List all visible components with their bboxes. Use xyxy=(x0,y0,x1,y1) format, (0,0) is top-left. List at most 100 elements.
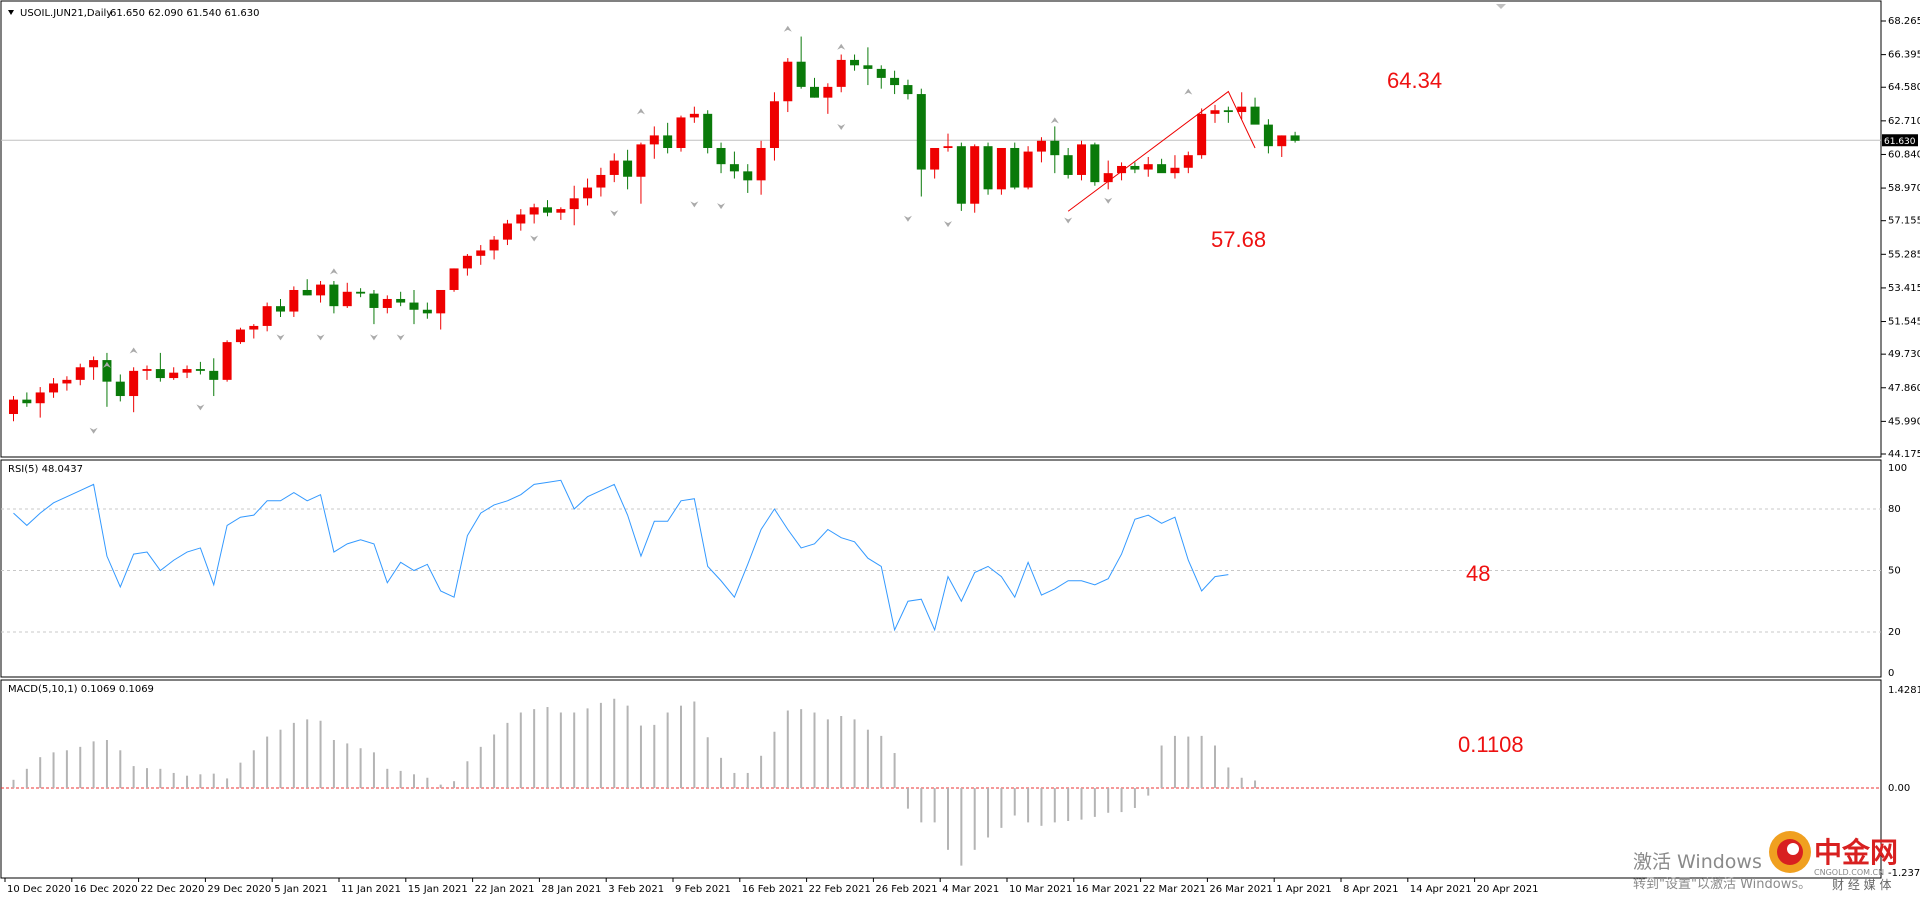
candle-body xyxy=(609,160,619,175)
rsi-label: RSI(5) 48.0437 xyxy=(8,464,83,475)
price-tick-label: 45.990 xyxy=(1888,416,1920,427)
candle-body xyxy=(422,309,432,314)
fractal-down-marker xyxy=(837,124,846,131)
fractal-down-marker xyxy=(530,235,539,242)
candle-body xyxy=(262,306,272,326)
candle-body xyxy=(1250,106,1260,125)
rsi-series: 100 80 50 20 0 xyxy=(1,463,1907,679)
candle xyxy=(382,295,392,314)
candle xyxy=(75,363,85,386)
x-tick-label: 20 Apr 2021 xyxy=(1477,884,1539,895)
price-tick-label: 44.175 xyxy=(1888,449,1920,460)
candle xyxy=(35,387,45,418)
candle-body xyxy=(1023,151,1033,188)
candle xyxy=(276,298,285,317)
swing-polyline xyxy=(1067,90,1256,212)
candle-body xyxy=(1223,110,1233,113)
x-tick-label: 29 Dec 2020 xyxy=(207,884,271,895)
candles xyxy=(9,36,1300,422)
candle xyxy=(769,92,779,161)
candle xyxy=(1090,142,1100,186)
candle-body xyxy=(249,325,259,330)
rsi-tick-label: 20 xyxy=(1888,627,1901,638)
candle xyxy=(583,178,593,206)
x-tick-label: 16 Feb 2021 xyxy=(742,884,804,895)
candle xyxy=(703,110,713,154)
candle-body xyxy=(1170,167,1180,174)
fractal-down-marker xyxy=(610,210,619,217)
candle xyxy=(1290,131,1300,143)
candle xyxy=(623,149,633,190)
x-tick-label: 10 Mar 2021 xyxy=(1009,884,1072,895)
x-tick-label: 8 Apr 2021 xyxy=(1343,884,1398,895)
candle-body xyxy=(1036,140,1046,152)
candle-body xyxy=(996,147,1006,190)
candle xyxy=(609,153,619,183)
fractal-down-marker xyxy=(316,334,325,341)
ohlc-readout: 61.650 62.090 61.540 61.630 xyxy=(110,8,260,19)
candle xyxy=(1103,160,1113,190)
candle xyxy=(983,142,993,195)
candle xyxy=(1197,108,1207,159)
candle-body xyxy=(369,293,379,308)
fractal-up-marker xyxy=(783,25,792,32)
candle xyxy=(502,219,512,246)
candle-body xyxy=(276,306,285,312)
candle xyxy=(903,79,913,100)
dropdown-triangle-icon[interactable] xyxy=(8,10,14,15)
shift-marker-icon[interactable] xyxy=(1496,4,1506,9)
candle-body xyxy=(89,360,99,368)
candle xyxy=(1010,142,1020,190)
rsi-panel xyxy=(0,459,1882,678)
x-tick-label: 28 Jan 2021 xyxy=(541,884,601,895)
candle xyxy=(62,376,72,391)
candle-body xyxy=(769,101,779,148)
macd-annotation: 0.1108 xyxy=(1458,732,1524,757)
x-tick-label: 22 Feb 2021 xyxy=(809,884,871,895)
fractal-down-marker xyxy=(690,201,699,208)
fractals xyxy=(89,25,1193,434)
candle xyxy=(22,392,32,407)
brand-url: CNGOLD.COM.CN xyxy=(1814,868,1884,877)
candle-body xyxy=(396,298,406,303)
candle xyxy=(890,70,900,95)
rsi-tick-label: 50 xyxy=(1888,566,1901,577)
candle-body xyxy=(102,360,112,382)
candle-body xyxy=(916,94,926,170)
candle xyxy=(970,144,980,213)
candle xyxy=(930,147,940,179)
candle-body xyxy=(796,61,806,87)
fractal-down-marker xyxy=(396,334,405,341)
candle-body xyxy=(1130,165,1140,170)
candle-body xyxy=(543,207,552,213)
macd-histogram: 1.4281 0.00 -1.2372 xyxy=(1,685,1920,879)
candle-body xyxy=(529,207,539,215)
candle xyxy=(436,289,446,330)
x-tick-label: 3 Feb 2021 xyxy=(608,884,664,895)
price-axis: 68.265 66.395 64.580 62.710 60.840 58.970 57.1… xyxy=(1881,16,1920,460)
x-tick-label: 1 Apr 2021 xyxy=(1276,884,1331,895)
candle xyxy=(876,65,886,89)
candle-body xyxy=(970,146,980,204)
x-tick-label: 14 Apr 2021 xyxy=(1410,884,1472,895)
candle-body xyxy=(876,68,886,78)
price-tick-label: 55.285 xyxy=(1888,249,1920,260)
candle-body xyxy=(115,381,125,397)
candle-body xyxy=(783,61,793,102)
x-tick-label: 11 Jan 2021 xyxy=(341,884,401,895)
candle xyxy=(476,245,486,265)
candle xyxy=(569,185,579,226)
candle xyxy=(1170,155,1180,179)
candle xyxy=(729,151,739,179)
candle xyxy=(9,396,18,422)
candle xyxy=(102,352,112,407)
price-panel xyxy=(0,0,1882,458)
candle xyxy=(249,324,259,339)
macd-panel xyxy=(0,679,1882,879)
candle xyxy=(1157,158,1167,174)
fractal-down-marker xyxy=(276,334,285,341)
high-annotation: 64.34 xyxy=(1387,68,1442,93)
brand-subtitle: 财 经 媒 体 xyxy=(1832,878,1891,892)
candle-body xyxy=(1143,164,1153,170)
